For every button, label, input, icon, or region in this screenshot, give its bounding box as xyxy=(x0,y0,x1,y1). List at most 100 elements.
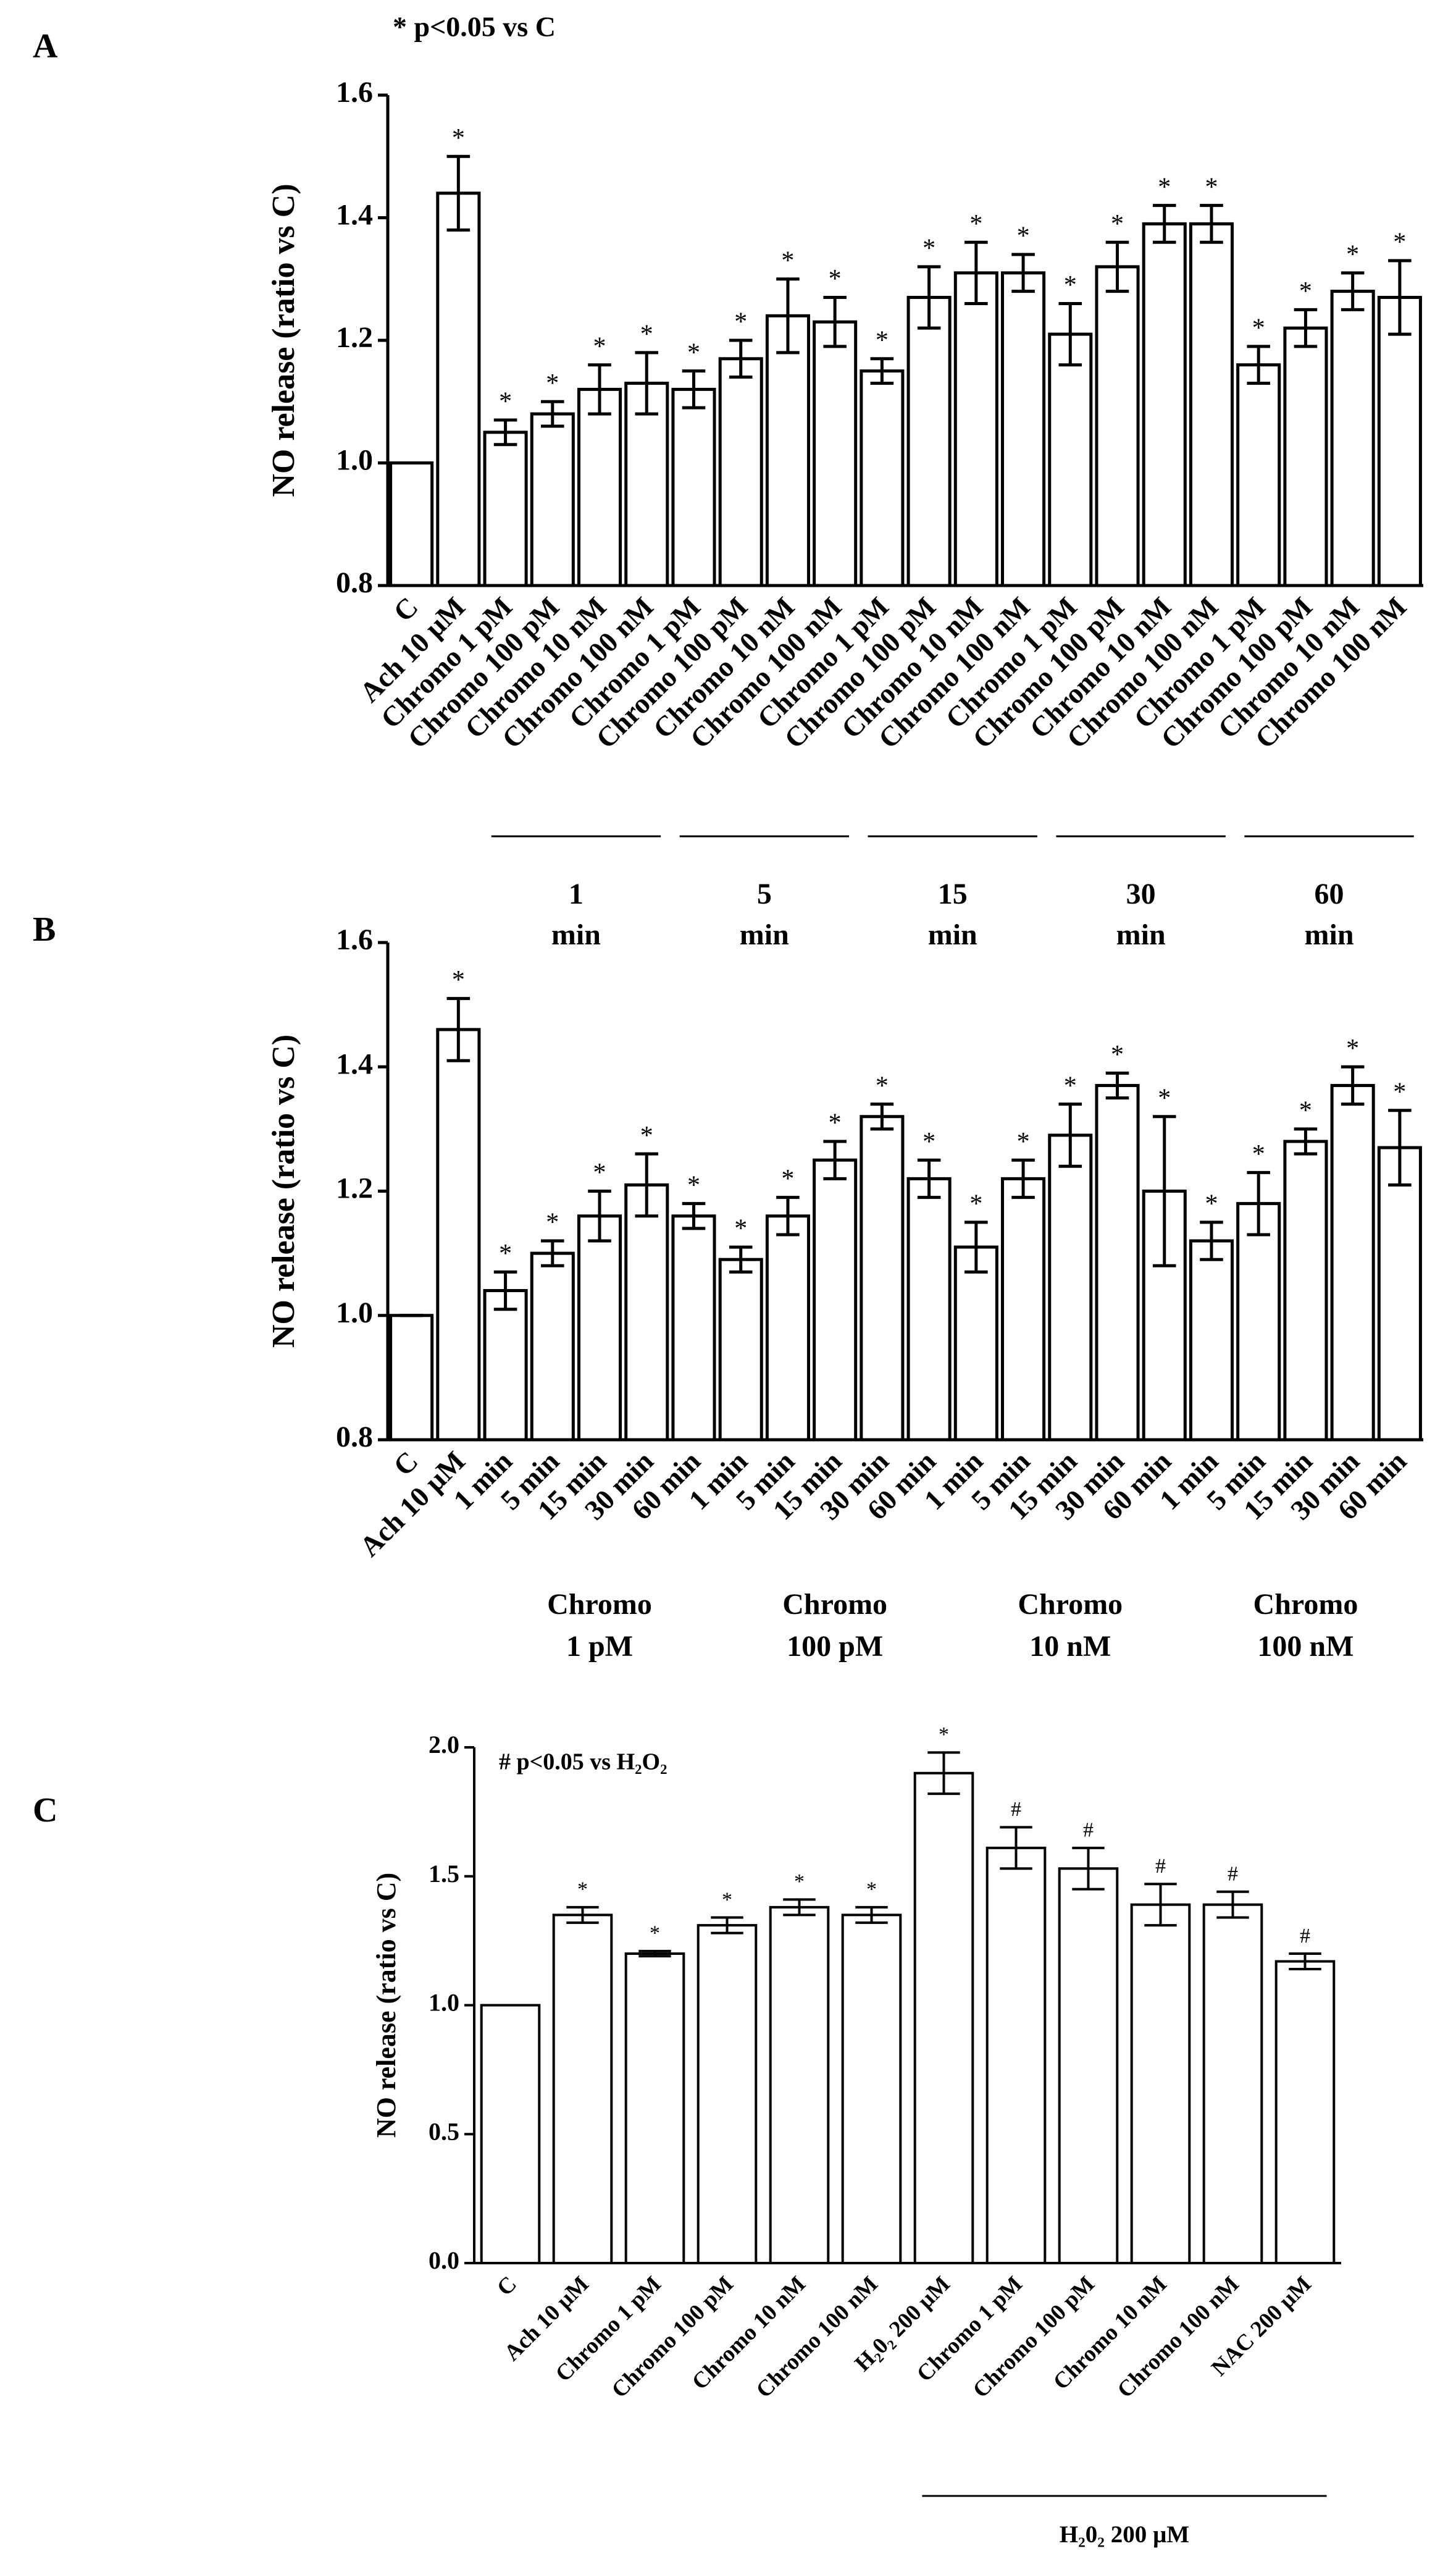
y-tick-label: 1.2 xyxy=(336,321,373,354)
significance-marker: # xyxy=(1083,1819,1094,1842)
error-bar xyxy=(729,338,753,379)
error-bar xyxy=(541,1239,564,1267)
significance-marker: * xyxy=(969,210,982,238)
bar xyxy=(671,387,716,587)
error-bar xyxy=(588,363,611,416)
bar xyxy=(1095,265,1140,587)
bar xyxy=(906,1177,952,1442)
error-bar xyxy=(1058,1103,1082,1168)
bar xyxy=(552,1913,613,2264)
bar xyxy=(718,357,763,587)
error-bar xyxy=(446,997,471,1062)
error-bar xyxy=(446,154,471,232)
bar xyxy=(841,1913,902,2264)
group-label: 100 nM xyxy=(1257,1630,1353,1663)
bar xyxy=(530,412,575,587)
error-bar xyxy=(1105,1071,1129,1100)
significance-marker: * xyxy=(1017,222,1030,251)
error-bar xyxy=(964,1220,988,1274)
significance-marker: * xyxy=(866,1878,877,1901)
significance-marker: * xyxy=(923,1128,935,1156)
significance-marker: * xyxy=(1158,173,1171,201)
bar xyxy=(1001,1177,1046,1442)
significance-marker: * xyxy=(781,1165,794,1193)
bar xyxy=(480,2004,541,2264)
error-bar xyxy=(870,357,894,385)
significance-marker: # xyxy=(1011,1798,1021,1821)
significance-marker: * xyxy=(1346,1035,1359,1063)
y-tick-label: 1.4 xyxy=(336,1048,373,1080)
bar xyxy=(953,1245,998,1442)
bar xyxy=(1189,1239,1234,1442)
bar xyxy=(577,387,622,587)
group-label: 15 xyxy=(938,878,968,910)
significance-marker: * xyxy=(1346,240,1359,269)
bar xyxy=(813,320,858,587)
bar xyxy=(1377,296,1422,587)
error-bar xyxy=(1289,1952,1321,1971)
significance-marker: * xyxy=(452,966,465,994)
group-label: min xyxy=(928,918,977,951)
bar xyxy=(389,1314,434,1442)
error-bar xyxy=(783,1898,816,1917)
error-bar xyxy=(870,1103,894,1131)
y-tick-label: 1.4 xyxy=(336,199,373,232)
error-bar xyxy=(635,1152,659,1218)
bar xyxy=(1142,222,1187,587)
significance-marker: * xyxy=(876,326,889,355)
bar xyxy=(671,1214,716,1442)
y-tick-label: 1.0 xyxy=(429,1989,459,2017)
bar xyxy=(1130,1903,1191,2265)
error-bar xyxy=(1388,1109,1412,1187)
significance-marker: * xyxy=(1393,229,1406,257)
bar xyxy=(860,1115,905,1442)
y-tick-label: 0.8 xyxy=(336,1421,373,1453)
significance-marker: * xyxy=(1252,1140,1265,1169)
significance-marker: * xyxy=(687,1171,700,1199)
error-bar xyxy=(1011,1158,1035,1199)
significance-marker: * xyxy=(1158,1084,1171,1112)
bar xyxy=(697,1924,758,2264)
bar xyxy=(1236,1202,1281,1442)
error-bar xyxy=(1105,240,1129,293)
error-bar xyxy=(1294,1127,1318,1156)
significance-marker: # xyxy=(1300,1925,1310,1947)
group-label: 60 xyxy=(1315,878,1344,910)
bar xyxy=(1095,1083,1140,1442)
bar xyxy=(813,1158,858,1442)
significance-marker: * xyxy=(577,1878,588,1901)
significance-marker: * xyxy=(794,1870,805,1893)
bar xyxy=(1377,1146,1422,1442)
group-label: 5 xyxy=(757,878,772,910)
x-tick-label: C xyxy=(492,2271,522,2301)
panel-letter: A xyxy=(33,27,58,65)
significance-marker: * xyxy=(1017,1128,1030,1156)
y-tick-label: 1.2 xyxy=(336,1172,373,1205)
significance-marker: * xyxy=(1064,271,1077,300)
bar xyxy=(1048,332,1093,587)
error-bar xyxy=(1200,1220,1223,1261)
error-bar xyxy=(1058,301,1082,367)
error-bar xyxy=(1200,204,1223,244)
x-tick-label: Chromo 100 nM xyxy=(751,2271,883,2403)
y-axis-label: NO release (ratio vs C) xyxy=(371,1873,401,2138)
group-label: 1 xyxy=(569,878,584,910)
significance-marker: * xyxy=(781,246,794,275)
bar xyxy=(769,1905,830,2265)
significance-marker: # xyxy=(1228,1863,1238,1886)
group-label: min xyxy=(740,918,789,951)
group-label: 100 pM xyxy=(787,1630,883,1663)
panel-letter: B xyxy=(33,910,56,949)
bar xyxy=(624,1183,669,1442)
bar xyxy=(1283,1140,1328,1442)
error-bar xyxy=(493,418,517,447)
bar xyxy=(483,431,528,587)
error-bar xyxy=(729,1245,753,1274)
error-bar xyxy=(1341,271,1365,311)
significance-marker: * xyxy=(1064,1072,1077,1100)
bar xyxy=(1236,363,1281,587)
error-bar xyxy=(823,296,847,348)
significance-marker: * xyxy=(593,332,606,361)
bar xyxy=(913,1771,974,2264)
